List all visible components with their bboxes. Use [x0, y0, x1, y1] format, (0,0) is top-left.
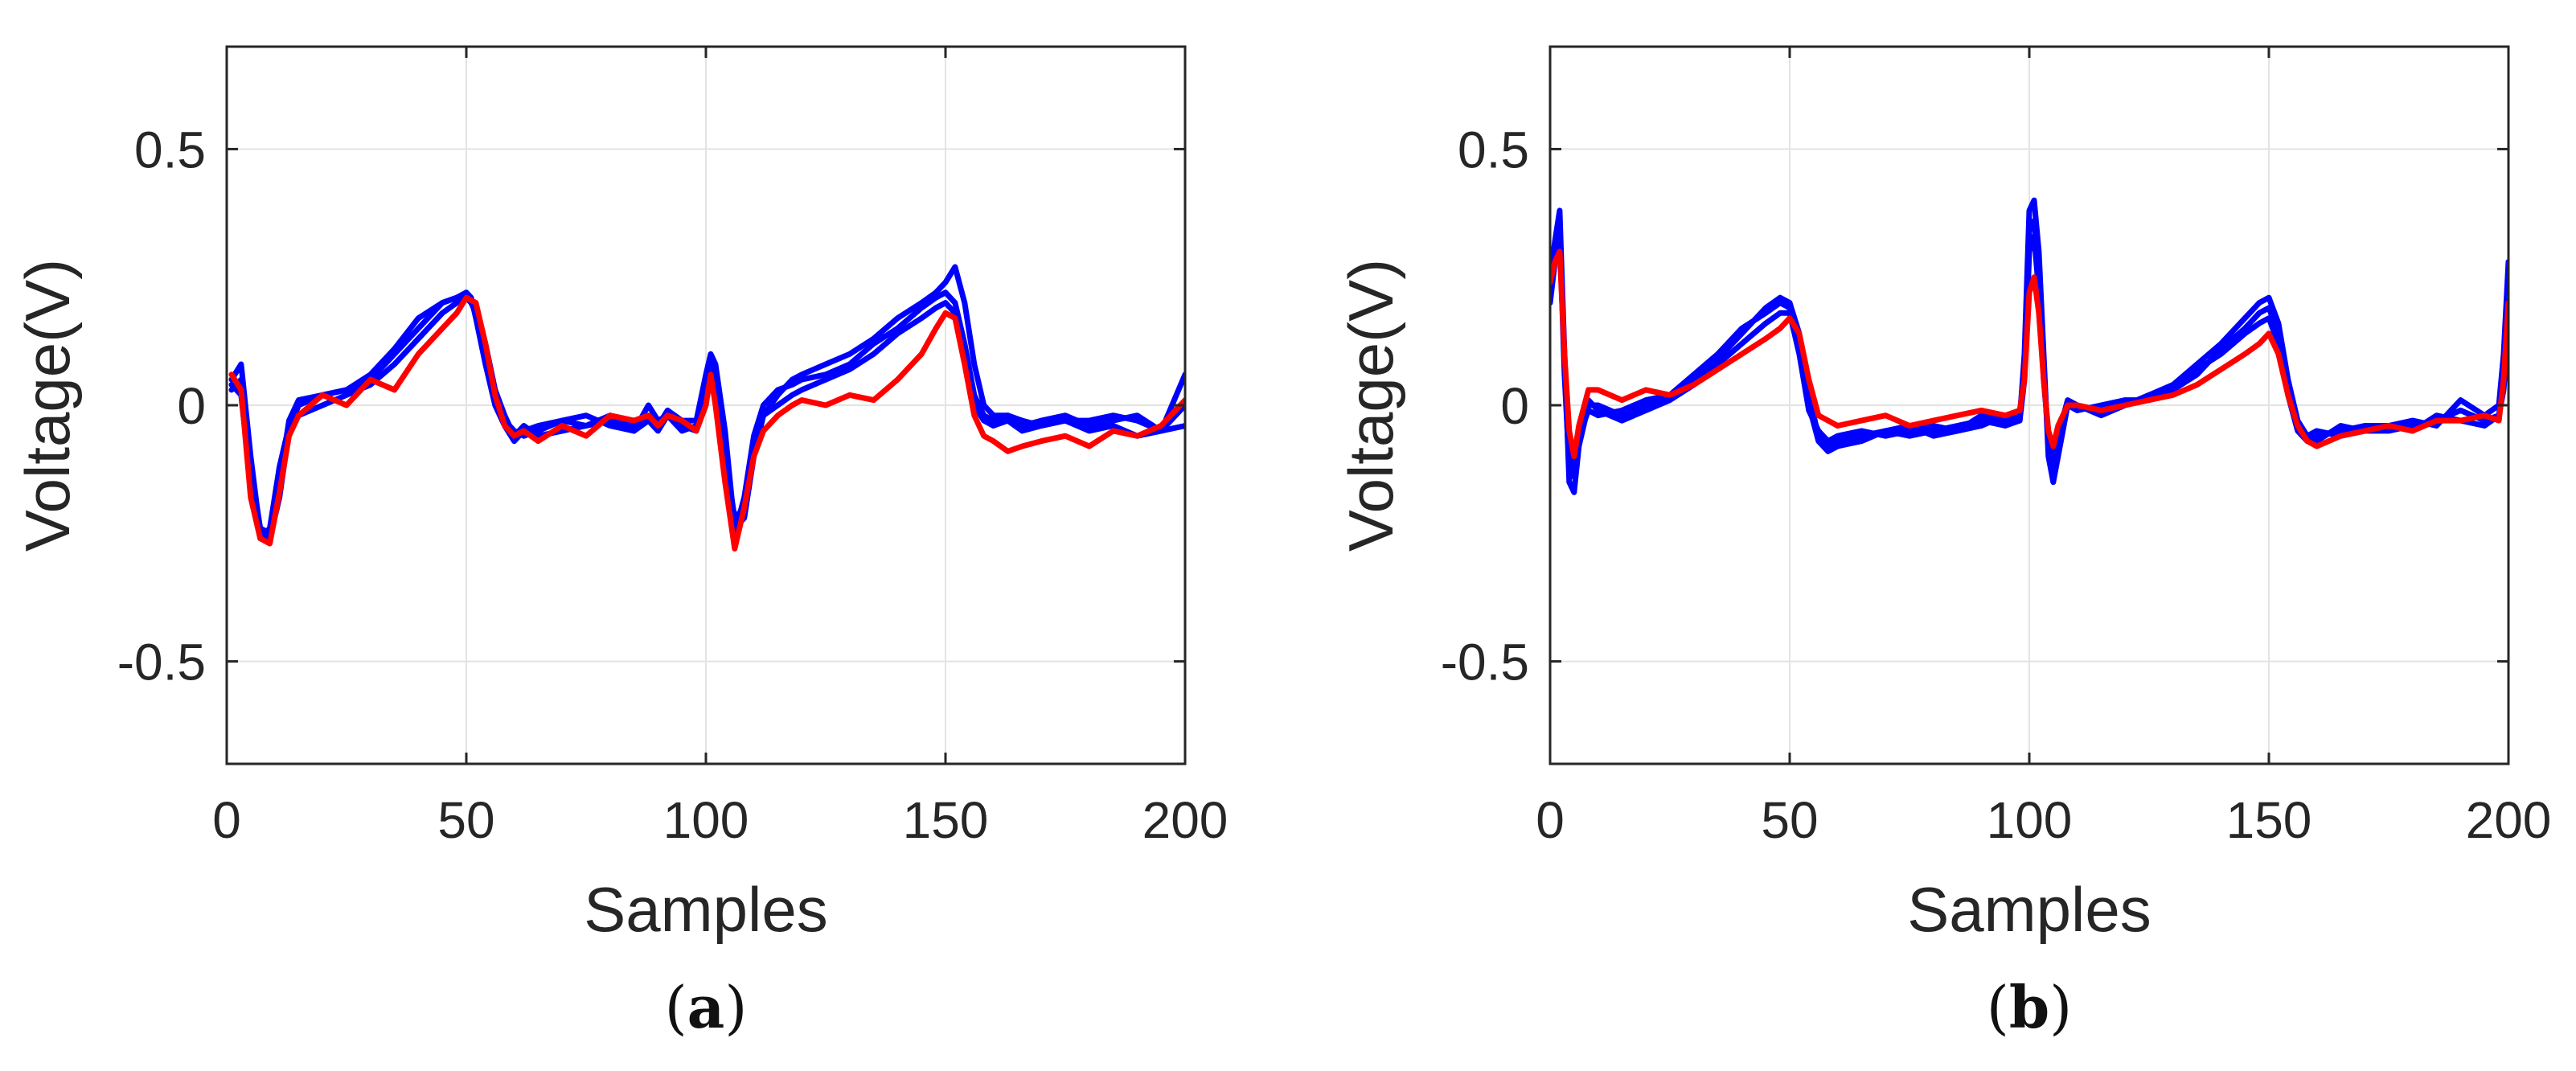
y-tick-label: 0 — [177, 377, 206, 435]
series-line-blue-2 — [1550, 218, 2508, 480]
x-tick-label: 50 — [437, 791, 494, 849]
x-tick-label: 150 — [903, 791, 989, 849]
panel-b: 0 50 100 150 200 0.5 0 -0.5 Samples Voltage(V) (b) — [1335, 45, 2552, 1041]
series-line-red — [228, 294, 1185, 552]
panel-label: (a) — [665, 973, 748, 1041]
panel-label-open: ( — [665, 974, 687, 1041]
panel-label-open: ( — [1987, 974, 2009, 1041]
x-tick-label: 100 — [1987, 791, 2073, 849]
y-tick-label: -0.5 — [117, 634, 206, 691]
x-tick-label: 0 — [1536, 791, 1565, 849]
y-axis-label: Voltage(V) — [12, 259, 83, 552]
panel-label-letter: a — [687, 973, 725, 1041]
x-tick-label: 50 — [1761, 791, 1818, 849]
panel-label-close: ) — [2049, 974, 2072, 1041]
y-tick-label: 0.5 — [134, 121, 206, 178]
x-tick-label: 150 — [2226, 791, 2312, 849]
y-tick-label: 0 — [1500, 377, 1529, 435]
panel-label: (b) — [1987, 973, 2073, 1041]
y-tick-label: -0.5 — [1441, 634, 1529, 691]
x-axis-label: Samples — [584, 874, 827, 945]
y-tick-label: 0.5 — [1458, 121, 1529, 178]
y-axis-label: Voltage(V) — [1335, 259, 1406, 552]
panel-a: 0 50 100 150 200 0.5 0 -0.5 Samples Voltage(V) (a) — [12, 45, 1229, 1041]
x-axis-label: Samples — [1907, 874, 2151, 945]
series-line-red — [1550, 248, 2508, 460]
panel-label-letter: b — [2009, 973, 2049, 1041]
series-line-blue-2 — [228, 289, 1185, 536]
x-tick-label: 200 — [1142, 791, 1229, 849]
x-tick-label: 200 — [2466, 791, 2552, 849]
panel-label-close: ) — [724, 974, 747, 1041]
x-tick-label: 100 — [663, 791, 749, 849]
x-tick-label: 0 — [212, 791, 241, 849]
